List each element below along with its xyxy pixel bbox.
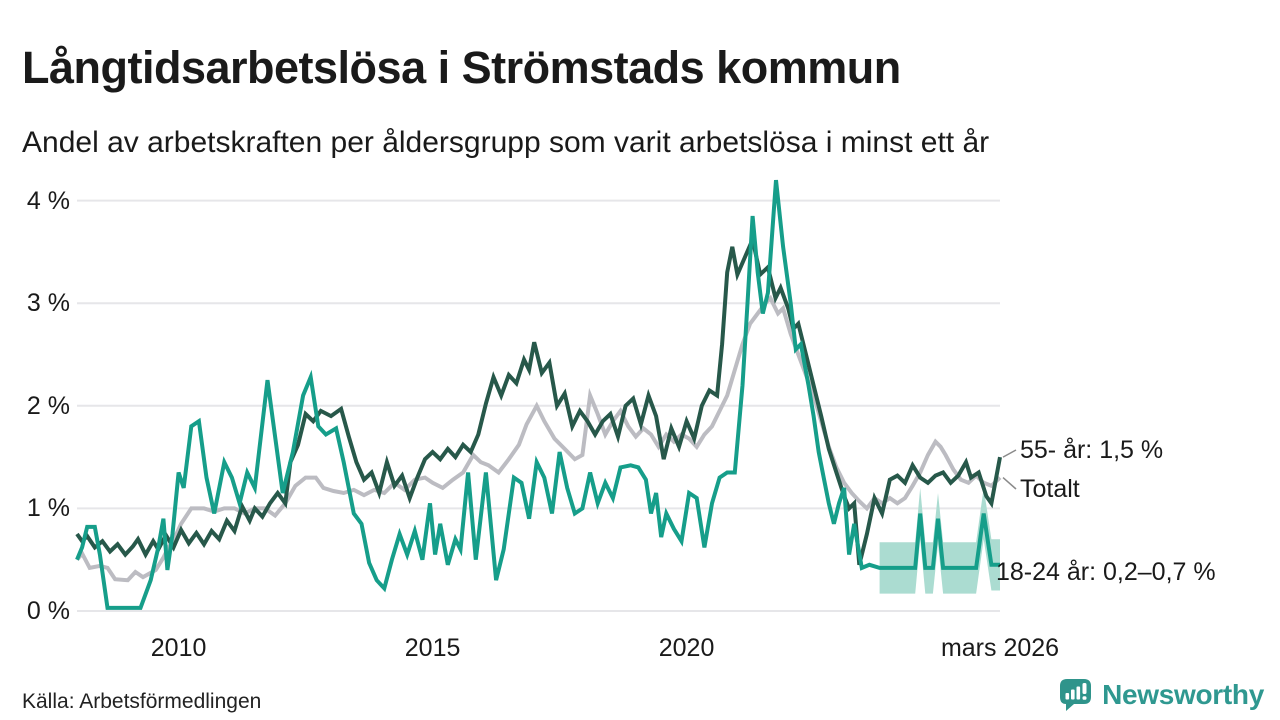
series-line-55-r bbox=[75, 233, 1002, 566]
x-tick-2015: 2015 bbox=[404, 634, 461, 662]
logo-wordmark: Newsworthy bbox=[1102, 678, 1264, 710]
series-label-18-24-r: 18-24 år: 0,2–0,7 % bbox=[996, 558, 1216, 586]
y-tick-4: 4 % bbox=[26, 186, 70, 215]
x-tick-2020: 2020 bbox=[658, 634, 715, 662]
series-label-55-r: 55- år: 1,5 % bbox=[1020, 436, 1164, 464]
series-label-totalt: Totalt bbox=[1020, 475, 1080, 503]
y-tick-2: 2 % bbox=[26, 391, 70, 420]
bar-chart-speech-bubble-icon bbox=[1060, 679, 1092, 711]
series-line-totalt bbox=[75, 294, 1002, 583]
label-connector-totalt bbox=[1002, 477, 1017, 490]
x-tick-mars-2026: mars 2026 bbox=[940, 634, 1060, 662]
series-line-18-24-r bbox=[75, 179, 1000, 610]
x-tick-2010: 2010 bbox=[150, 634, 207, 662]
newsworthy-logo: Newsworthy bbox=[1058, 677, 1264, 712]
y-tick-1: 1 % bbox=[26, 494, 70, 523]
label-connector-55-r bbox=[1002, 449, 1017, 458]
page-title: Långtidsarbetslösa i Strömstads kommun bbox=[22, 42, 901, 94]
y-tick-3: 3 % bbox=[26, 289, 70, 318]
chart-subtitle: Andel av arbetskraften per åldersgrupp s… bbox=[22, 126, 990, 159]
source-credit: Källa: Arbetsförmedlingen bbox=[22, 690, 262, 713]
y-tick-0: 0 % bbox=[26, 597, 70, 625]
